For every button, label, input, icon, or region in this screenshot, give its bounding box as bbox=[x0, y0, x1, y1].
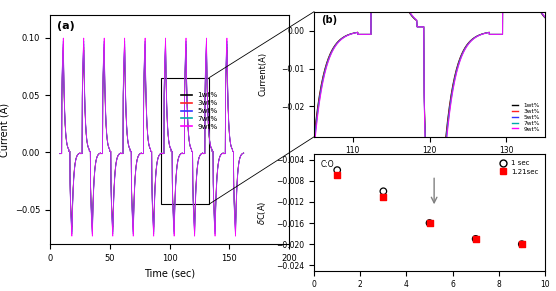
Y-axis label: $\delta$C(A): $\delta$C(A) bbox=[256, 200, 268, 225]
Point bbox=[379, 194, 388, 199]
Legend: 1wt%, 3wt%, 5wt%, 7wt%, 9wt%: 1wt%, 3wt%, 5wt%, 7wt%, 9wt% bbox=[510, 100, 542, 134]
X-axis label: Time (sec): Time (sec) bbox=[408, 161, 451, 170]
X-axis label: Time (sec): Time (sec) bbox=[144, 269, 195, 279]
Point bbox=[425, 221, 434, 225]
Text: (b): (b) bbox=[321, 15, 337, 25]
Y-axis label: Current(A): Current(A) bbox=[259, 52, 268, 96]
Point bbox=[332, 173, 341, 178]
Bar bbox=[161, 78, 209, 204]
Text: (a): (a) bbox=[57, 22, 75, 31]
Legend: 1 sec, 1.21sec: 1 sec, 1.21sec bbox=[498, 158, 542, 177]
Point bbox=[471, 237, 480, 241]
Text: C:O: C:O bbox=[321, 160, 335, 169]
Point bbox=[332, 168, 341, 173]
Point bbox=[518, 242, 527, 246]
Legend: 1wt%, 3wt%, 5wt%, 7wt%, 9wt%: 1wt%, 3wt%, 5wt%, 7wt%, 9wt% bbox=[178, 89, 221, 133]
Y-axis label: Current (A): Current (A) bbox=[0, 102, 9, 157]
Point bbox=[425, 221, 434, 225]
Point bbox=[518, 242, 527, 246]
Point bbox=[379, 189, 388, 194]
Point bbox=[471, 237, 480, 241]
